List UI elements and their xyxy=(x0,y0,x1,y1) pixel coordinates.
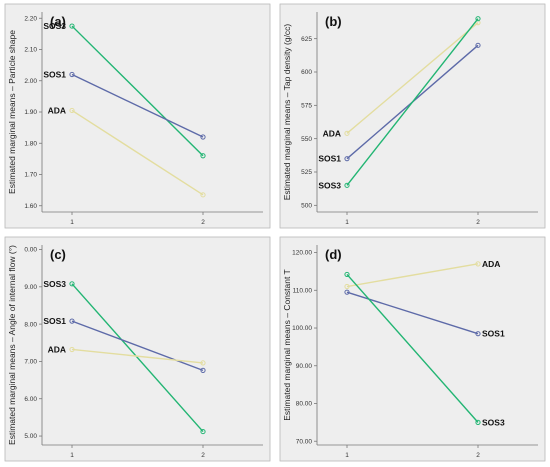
plot-area xyxy=(279,3,546,229)
y-axis-title: Estimated marginal means – Constant T xyxy=(282,269,292,421)
data-point-sos1 xyxy=(69,71,75,78)
data-point-sos1 xyxy=(200,134,206,140)
panel-d: 70.00 80.00 90.00 100.00 110.00 120.00 1 2 Estim… xyxy=(279,236,546,462)
y-tick-label: 600 xyxy=(301,69,312,76)
data-point-ada xyxy=(475,261,481,267)
y-tick-label: 500 xyxy=(301,203,312,210)
data-point-sos1 xyxy=(344,289,350,295)
series-label-sos3: SOS3 xyxy=(43,21,66,31)
y-tick-label: 525 xyxy=(301,169,312,176)
panel-label: (b) xyxy=(325,14,342,29)
series-label-sos1: SOS1 xyxy=(43,316,66,326)
series-line-sos3 xyxy=(71,283,204,433)
y-tick-label: 2.00 xyxy=(24,78,37,85)
data-point-sos3 xyxy=(344,182,350,188)
x-tick-label: 1 xyxy=(345,452,349,459)
y-tick-label: 100.00 xyxy=(292,325,312,332)
y-tick-label: 575 xyxy=(301,103,312,110)
y-tick-label: 90.00 xyxy=(296,363,313,370)
series-label-sos1: SOS1 xyxy=(43,70,66,80)
x-tick-label: 2 xyxy=(201,219,205,226)
data-point-sos3 xyxy=(200,153,206,159)
y-tick-label: 120.00 xyxy=(292,250,312,257)
x-tick-label: 1 xyxy=(345,219,349,226)
panel-label: (d) xyxy=(325,247,342,262)
x-tick-label: 1 xyxy=(70,452,74,459)
series-label-sos3: SOS3 xyxy=(482,417,505,427)
series-label-sos1: SOS1 xyxy=(482,329,505,339)
y-tick-label: 1.70 xyxy=(24,172,37,179)
data-point-ada xyxy=(69,107,75,114)
panel-label: (c) xyxy=(50,247,66,262)
series-line-sos3 xyxy=(71,25,204,157)
y-tick-label: 625 xyxy=(301,36,312,43)
y-tick-label: 8.00 xyxy=(24,321,37,328)
x-tick-label: 2 xyxy=(201,452,205,459)
y-tick-label: 80.00 xyxy=(296,401,313,408)
plot-area xyxy=(4,236,271,462)
panel-label: (a) xyxy=(50,14,66,29)
data-point-ada xyxy=(200,360,206,366)
y-tick-label: 0.00 xyxy=(24,247,37,254)
series-line-sos3 xyxy=(346,18,479,186)
series-line-ada xyxy=(71,109,204,196)
series-line-ada xyxy=(71,348,204,364)
series-label-ada: ADA xyxy=(482,259,500,269)
panel-c: 5.00 6.00 7.00 8.00 9.00 0.00 1 2 Estimated marg… xyxy=(4,236,271,462)
data-point-sos3 xyxy=(69,23,75,29)
series-line-sos3 xyxy=(346,273,479,423)
data-point-sos1 xyxy=(344,156,350,162)
series-label-sos1: SOS1 xyxy=(318,154,341,164)
y-tick-label: 9.00 xyxy=(24,284,37,291)
y-tick-label: 550 xyxy=(301,136,312,143)
data-point-sos1 xyxy=(69,318,75,324)
data-point-sos1 xyxy=(200,367,206,373)
y-tick-label: 6.00 xyxy=(24,396,37,403)
y-tick-label: 1.80 xyxy=(24,140,37,147)
series-label-sos3: SOS3 xyxy=(43,279,66,289)
y-tick-label: 1.90 xyxy=(24,109,37,116)
y-tick-label: 2.20 xyxy=(24,15,37,22)
x-tick-label: 2 xyxy=(476,219,480,226)
data-point-sos3 xyxy=(475,419,481,425)
y-axis-title: Estimated marginal means – Angle of inte… xyxy=(7,245,17,445)
data-point-ada xyxy=(69,346,75,353)
y-tick-label: 2.10 xyxy=(24,47,37,54)
series-line-ada xyxy=(346,22,479,134)
panel-a: 1.60 1.70 1.80 1.90 2.00 2.10 2.20 1 2 Estimated … xyxy=(4,3,271,229)
data-point-sos1 xyxy=(475,331,481,337)
series-line-sos1 xyxy=(71,320,204,372)
series-label-ada: ADA xyxy=(48,105,66,115)
series-label-ada: ADA xyxy=(323,128,341,138)
data-point-sos3 xyxy=(200,428,206,435)
data-point-sos3 xyxy=(344,271,350,278)
x-tick-label: 2 xyxy=(476,452,480,459)
y-axis-title: Estimated marginal means – Particle shap… xyxy=(7,30,17,194)
y-tick-label: 5.00 xyxy=(24,433,37,440)
data-point-sos1 xyxy=(475,42,481,48)
series-line-sos1 xyxy=(71,73,204,138)
data-point-sos3 xyxy=(69,281,75,287)
y-tick-label: 7.00 xyxy=(24,359,37,366)
y-tick-label: 1.60 xyxy=(24,203,37,210)
y-tick-label: 110.00 xyxy=(293,287,313,294)
data-point-ada xyxy=(344,130,350,136)
data-point-sos3 xyxy=(475,16,481,22)
series-label-ada: ADA xyxy=(48,344,66,354)
plot-area xyxy=(4,3,271,229)
panel-b: 500 525 550 575 600 625 1 2 Estimated marginal m… xyxy=(279,3,546,229)
x-tick-label: 1 xyxy=(70,219,74,226)
y-tick-label: 70.00 xyxy=(296,438,313,445)
series-line-ada xyxy=(346,263,479,288)
series-label-sos3: SOS3 xyxy=(318,180,341,190)
data-point-ada xyxy=(200,192,206,198)
data-point-ada xyxy=(344,283,350,290)
y-axis-title: Estimated marginal means – Tap density (… xyxy=(282,24,292,201)
